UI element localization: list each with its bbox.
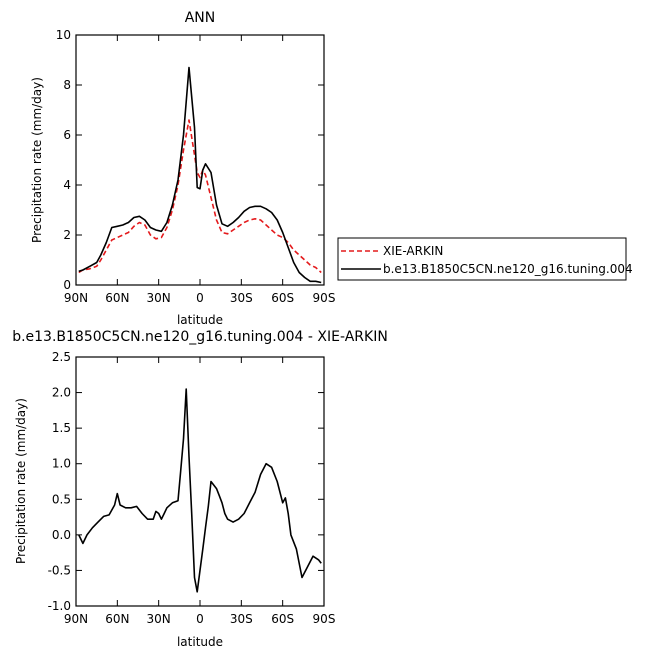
bottom-y-tick-label: 0.5 (52, 492, 71, 506)
top-x-tick-label: 60N (105, 291, 129, 305)
bottom-chart-title: b.e13.B1850C5CN.ne120_g16.tuning.004 - X… (12, 329, 388, 345)
legend: XIE-ARKIN b.e13.B1850C5CN.ne120_g16.tuni… (337, 237, 633, 281)
bottom-y-tick-label: -1.0 (48, 599, 71, 613)
legend-label-model: b.e13.B1850C5CN.ne120_g16.tuning.004 (383, 262, 633, 276)
bottom-y-axis-label: Precipitation rate (mm/day) (14, 398, 28, 564)
top-series-line-1 (78, 119, 322, 274)
legend-label-xie-arkin: XIE-ARKIN (383, 244, 443, 258)
bottom-x-tick-label: 90S (313, 612, 336, 626)
bottom-x-tick-label: 90N (64, 612, 88, 626)
top-y-tick-label: 10 (56, 28, 71, 42)
bottom-x-tick-label: 60S (271, 612, 294, 626)
top-panel: ANN Precipitation rate (mm/day) latitude… (30, 10, 335, 327)
top-plot-frame (75, 34, 325, 286)
top-y-tick-label: 0 (63, 278, 71, 292)
top-y-tick-label: 2 (63, 228, 71, 242)
top-x-tick-label: 0 (196, 291, 204, 305)
bottom-y-tick-label: 2.5 (52, 350, 71, 364)
top-y-tick-label: 8 (63, 78, 71, 92)
bottom-x-tick-label: 60N (105, 612, 129, 626)
top-series-line-2 (78, 66, 322, 284)
bottom-y-tick-label: 1.0 (52, 457, 71, 471)
top-x-tick-label: 90S (313, 291, 336, 305)
bottom-plot-frame (75, 356, 325, 607)
top-x-tick-label: 60S (271, 291, 294, 305)
legend-box (337, 237, 627, 281)
bottom-y-tick-label: 1.5 (52, 421, 71, 435)
bottom-y-tick-label: 2.0 (52, 386, 71, 400)
top-y-axis-label: Precipitation rate (mm/day) (30, 77, 44, 243)
bottom-panel: b.e13.B1850C5CN.ne120_g16.tuning.004 - X… (12, 329, 388, 649)
bottom-y-tick-label: 0.0 (52, 528, 71, 542)
bottom-y-tick-label: -0.5 (48, 563, 71, 577)
bottom-x-axis-label: latitude (177, 635, 223, 649)
top-y-tick-label: 6 (63, 128, 71, 142)
top-x-tick-label: 30S (230, 291, 253, 305)
top-chart-title: ANN (185, 10, 216, 26)
top-x-tick-label: 30N (147, 291, 171, 305)
top-x-tick-label: 90N (64, 291, 88, 305)
top-x-axis-label: latitude (177, 313, 223, 327)
top-y-tick-label: 4 (63, 178, 71, 192)
bottom-x-tick-label: 0 (196, 612, 204, 626)
bottom-x-tick-label: 30N (147, 612, 171, 626)
bottom-series-line-1 (78, 388, 322, 593)
bottom-x-tick-label: 30S (230, 612, 253, 626)
